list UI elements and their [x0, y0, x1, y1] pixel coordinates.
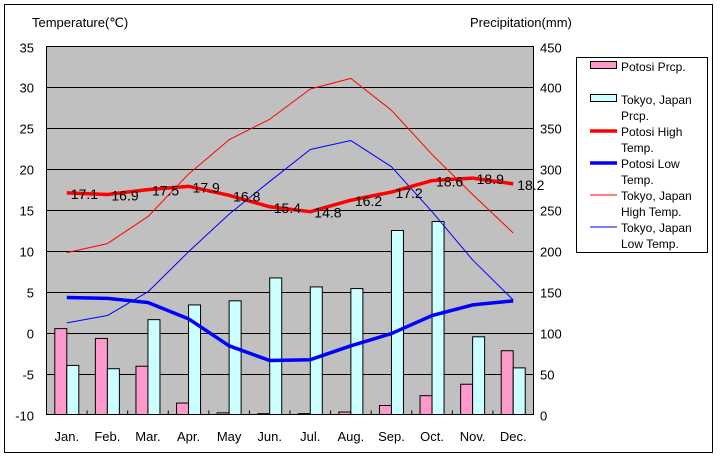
right-tick-label: 450 — [540, 41, 562, 56]
bar-0 — [257, 413, 271, 415]
series-line — [66, 77, 514, 254]
x-tick-label: Jan. — [55, 429, 80, 444]
legend-box — [576, 57, 708, 253]
bar-1 — [147, 319, 161, 416]
data-label: 16.9 — [111, 188, 138, 204]
x-tick-label: Jul. — [300, 429, 320, 444]
legend-label: High Temp. — [621, 205, 681, 219]
bar-1 — [66, 364, 80, 415]
left-tick-label: 35 — [20, 41, 34, 56]
data-label: 17.2 — [395, 185, 422, 201]
bar-0 — [135, 365, 149, 415]
left-tick-label: 15 — [20, 204, 34, 219]
bar-1 — [188, 304, 202, 416]
bar-0 — [419, 395, 433, 415]
bar-1 — [472, 336, 486, 415]
left-axis-title: Temperature(℃) — [32, 15, 128, 30]
right-axis-title: Precipitation(mm) — [470, 15, 572, 30]
left-tick-label: 25 — [20, 122, 34, 137]
series-line — [66, 176, 514, 214]
data-label: 18.6 — [436, 174, 463, 190]
legend-label: Potosi High — [621, 125, 682, 139]
legend-label: Tokyo, Japan — [621, 189, 692, 203]
bar-0 — [460, 383, 474, 415]
bar-1 — [512, 367, 526, 415]
data-label: 17.9 — [193, 179, 220, 195]
bar-1 — [431, 221, 445, 415]
x-tick-label: Jun. — [257, 429, 282, 444]
left-tick-label: 5 — [27, 286, 34, 301]
x-tick-label: Aug. — [338, 429, 365, 444]
right-tick-label: 100 — [540, 327, 562, 342]
bar-1 — [350, 288, 364, 415]
legend-swatch — [590, 61, 617, 69]
right-tick-label: 400 — [540, 81, 562, 96]
legend-label: Potosi Prcp. — [621, 60, 686, 74]
x-tick-label: Feb. — [94, 429, 120, 444]
right-tick-label: 200 — [540, 245, 562, 260]
bar-1 — [106, 368, 120, 415]
legend-label: Temp. — [621, 173, 654, 187]
bar-0 — [94, 337, 108, 415]
data-label: 17.1 — [71, 186, 98, 202]
bar-0 — [378, 405, 392, 416]
right-tick-label: 350 — [540, 122, 562, 137]
x-tick-label: Oct. — [420, 429, 444, 444]
right-tick-label: 150 — [540, 286, 562, 301]
x-tick-label: Sep. — [378, 429, 405, 444]
x-tick-label: Dec. — [500, 429, 527, 444]
bar-0 — [176, 402, 190, 416]
series-line — [66, 140, 514, 324]
legend-label: Prcp. — [621, 109, 649, 123]
bar-1 — [228, 300, 242, 415]
data-label: 16.8 — [233, 188, 260, 204]
legend-label: Potosi Low — [621, 157, 680, 171]
data-label: 17.5 — [152, 183, 179, 199]
right-tick-label: 0 — [540, 409, 547, 424]
bar-0 — [216, 412, 230, 415]
legend-label: Temp. — [621, 141, 654, 155]
left-tick-label: 0 — [27, 327, 34, 342]
x-tick-label: May — [217, 429, 242, 444]
bar-1 — [390, 230, 404, 415]
left-tick-label: 30 — [20, 81, 34, 96]
bar-1 — [309, 286, 323, 415]
data-label: 18.2 — [517, 177, 544, 193]
data-label: 14.8 — [314, 205, 341, 221]
x-tick-label: Mar. — [135, 429, 160, 444]
left-tick-label: -10 — [15, 409, 34, 424]
legend-label: Tokyo, Japan — [621, 93, 692, 107]
right-tick-label: 50 — [540, 368, 554, 383]
legend-swatch — [590, 94, 617, 102]
left-tick-label: 10 — [20, 245, 34, 260]
x-tick-label: Nov. — [460, 429, 486, 444]
legend-label: Tokyo, Japan — [621, 221, 692, 235]
series-line — [66, 295, 514, 363]
right-tick-label: 250 — [540, 204, 562, 219]
left-tick-label: -5 — [22, 368, 34, 383]
data-label: 18.9 — [477, 171, 504, 187]
bar-0 — [297, 413, 311, 415]
right-tick-label: 300 — [540, 163, 562, 178]
left-tick-label: 20 — [20, 163, 34, 178]
data-label: 15.4 — [274, 200, 301, 216]
bar-0 — [500, 350, 514, 416]
legend-label: Low Temp. — [621, 237, 679, 251]
bar-1 — [269, 277, 283, 416]
x-tick-label: Apr. — [177, 429, 200, 444]
data-label: 16.2 — [355, 193, 382, 209]
bar-0 — [338, 411, 352, 415]
bar-0 — [54, 328, 68, 415]
